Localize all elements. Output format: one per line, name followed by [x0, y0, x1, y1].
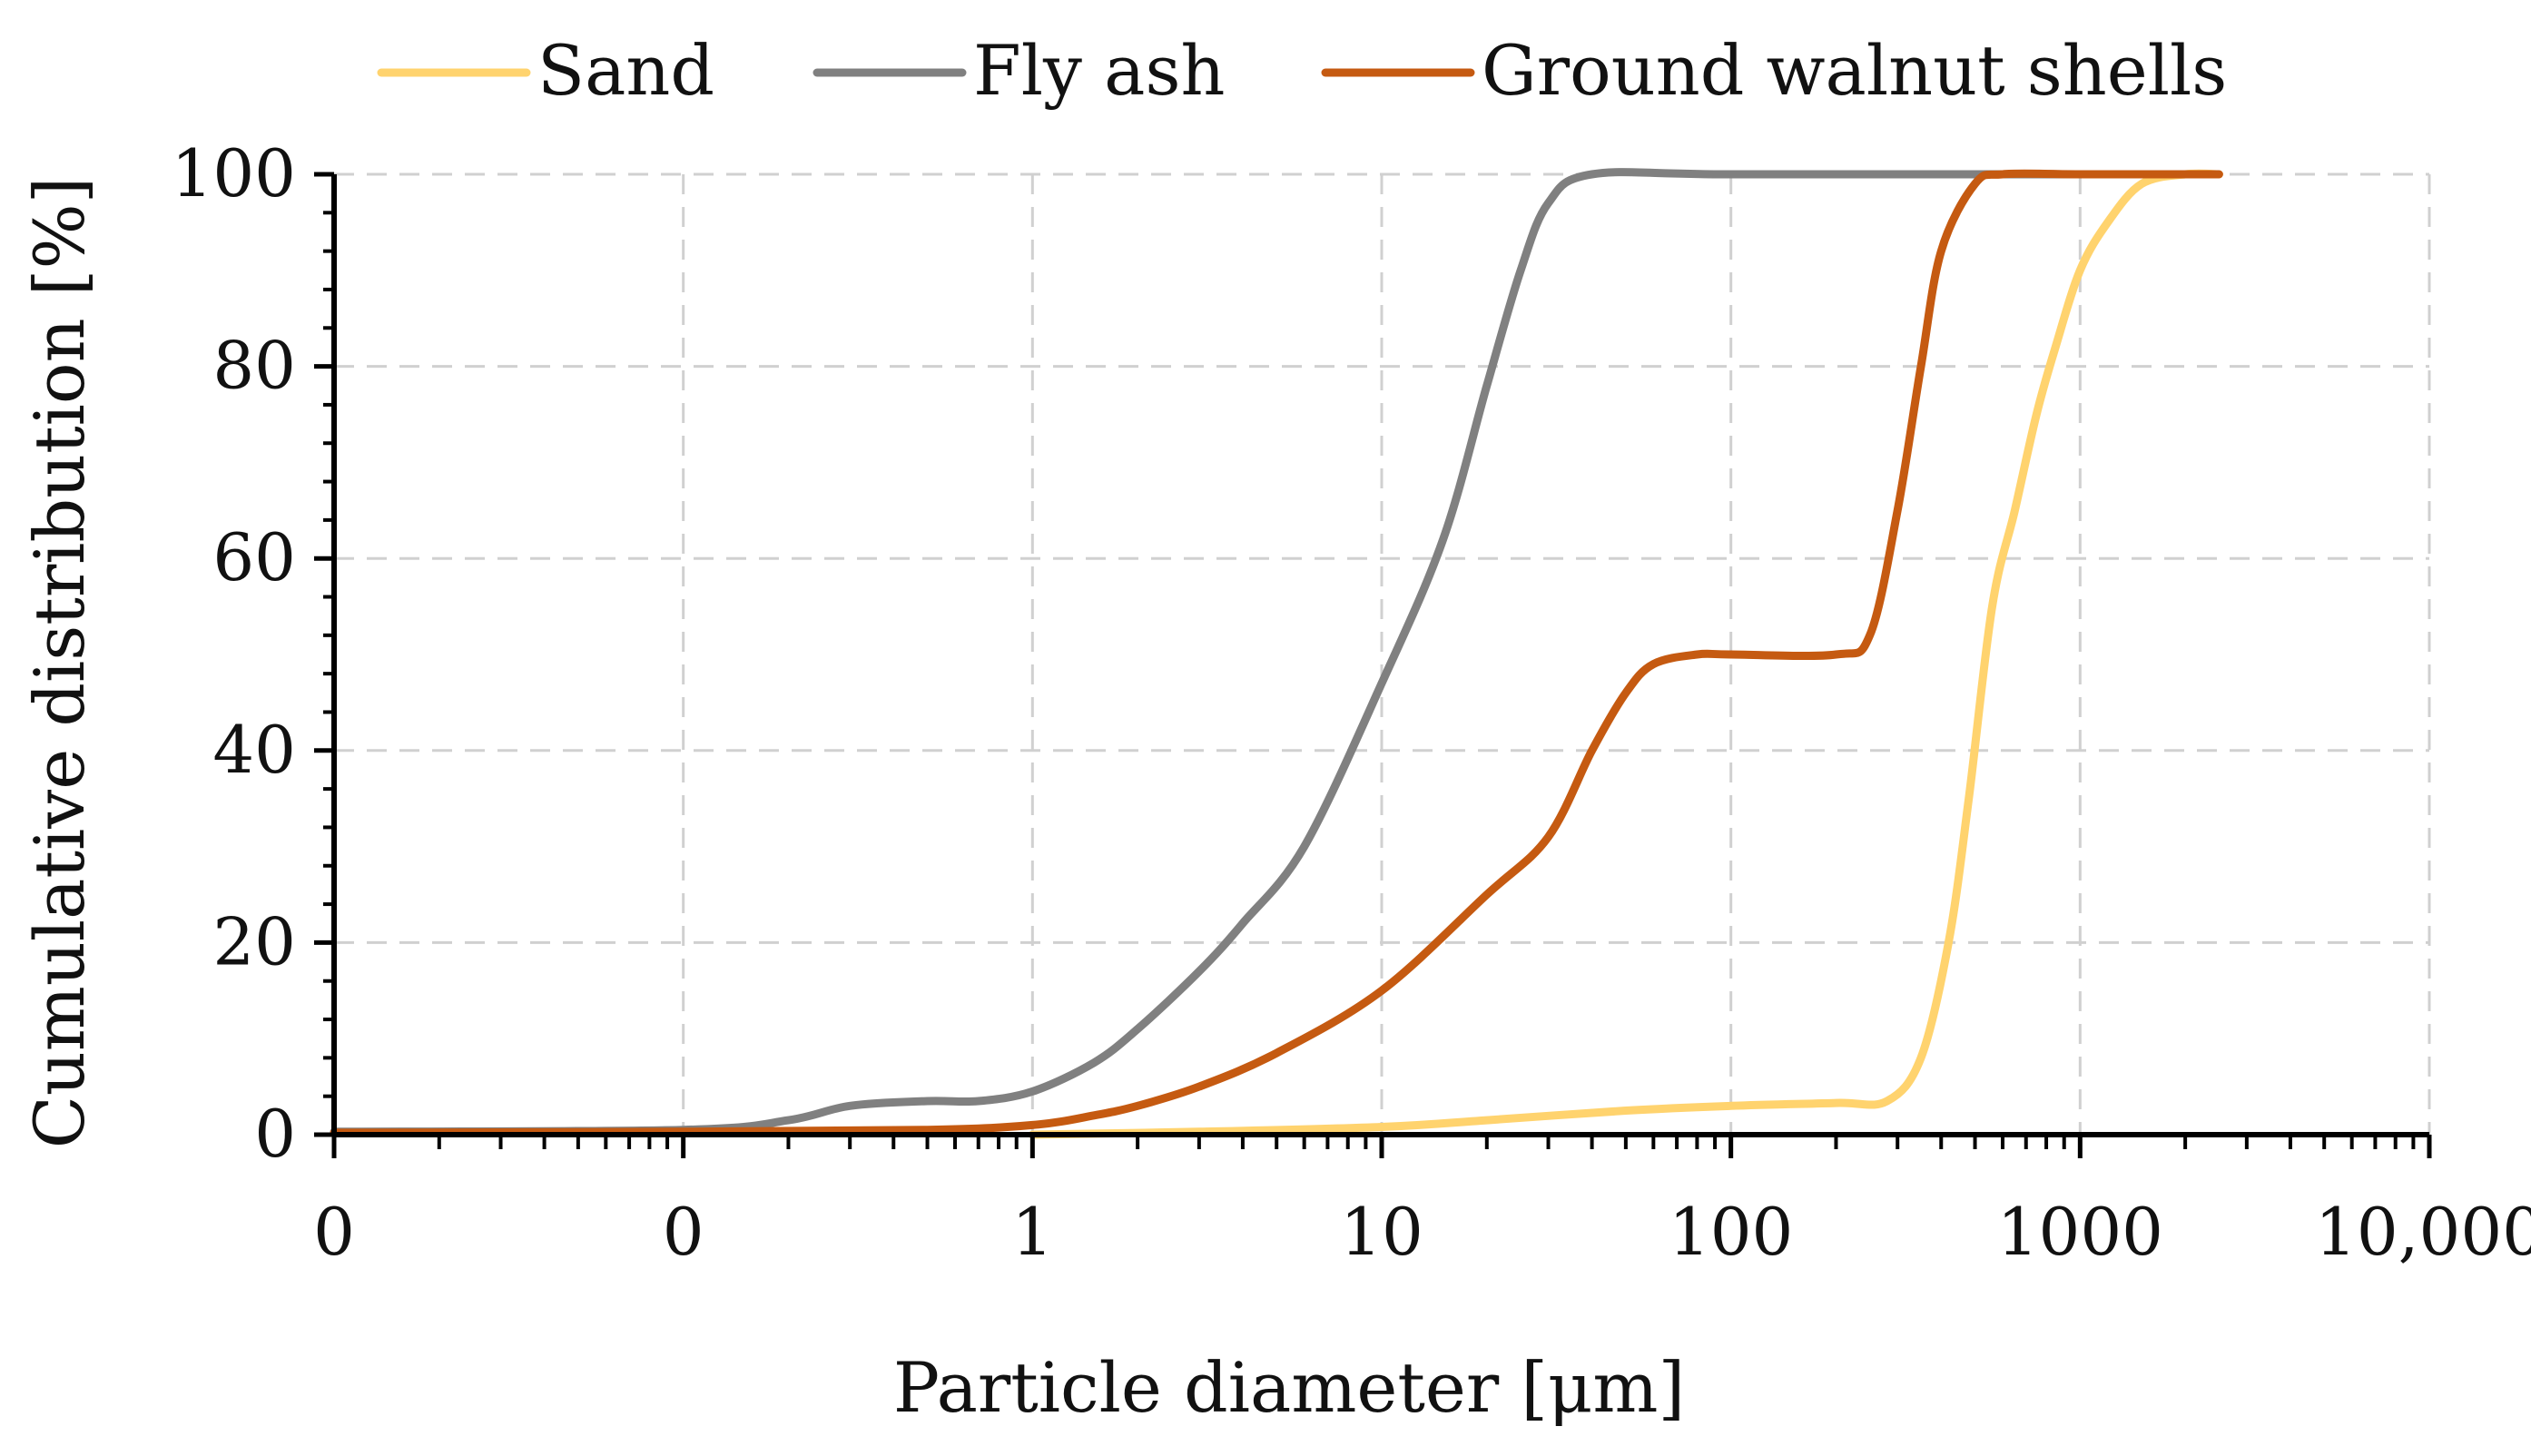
y-tick-label: 40	[212, 712, 296, 788]
x-tick-label: 10,000	[2315, 1194, 2531, 1270]
series-line-ground-walnut-shells	[330, 169, 2223, 1137]
y-tick-label: 80	[212, 328, 296, 404]
series-line-fly-ash	[330, 168, 2146, 1136]
gridlines	[334, 172, 2431, 1135]
y-tick-label: 100	[172, 135, 296, 212]
legend-label-ground-walnut-shells: Ground walnut shells	[1482, 30, 2227, 111]
series-line-sand	[1028, 169, 2223, 1139]
legend-label-fly-ash: Fly ash	[973, 30, 1225, 111]
ticks	[314, 172, 2432, 1158]
x-tick-label: 1	[1011, 1194, 1053, 1270]
y-tick-label: 60	[212, 519, 296, 595]
x-tick-label: 1000	[1997, 1194, 2163, 1270]
x-tick-label: 0	[313, 1194, 355, 1270]
x-axis-label: Particle diameter [μm]	[893, 1347, 1685, 1428]
y-axis-label: Cumulative distribution [%]	[19, 177, 100, 1149]
legend-label-sand: Sand	[537, 30, 714, 111]
series-layer	[330, 168, 2223, 1139]
legend: Sand Fly ash Ground walnut shells	[377, 30, 2227, 111]
x-tick-label: 10	[1340, 1194, 1423, 1270]
x-tick-label: 0	[663, 1194, 704, 1270]
x-tick-label: 100	[1669, 1194, 1793, 1270]
y-tick-label: 0	[254, 1096, 296, 1172]
y-tick-label: 20	[212, 903, 296, 979]
